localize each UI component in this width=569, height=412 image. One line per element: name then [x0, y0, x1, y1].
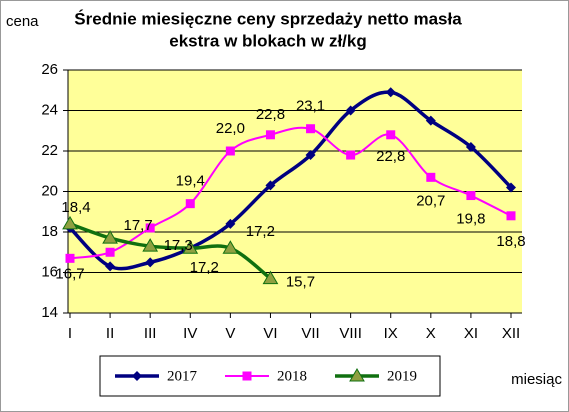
chart-title: ekstra w blokach w zł/kg [169, 31, 366, 50]
data-point [132, 371, 142, 381]
x-tick-label: IX [384, 325, 398, 342]
data-point [386, 130, 396, 140]
data-point [62, 215, 78, 230]
data-label: 18,8 [496, 233, 525, 250]
data-point [262, 270, 279, 285]
data-label: 15,7 [286, 274, 315, 291]
data-point [222, 240, 239, 254]
data-point [145, 223, 155, 233]
x-tick-label: IV [183, 325, 197, 342]
data-point [65, 253, 75, 263]
data-label: 22,8 [376, 148, 405, 165]
y-axis-label: cena [6, 13, 39, 30]
legend-label: 2017 [167, 368, 198, 384]
data-label: 16,7 [55, 265, 84, 282]
data-point [105, 261, 116, 272]
data-label: 22,8 [256, 106, 285, 123]
y-tick-label: 24 [41, 101, 58, 118]
x-axis-label: miesiąc [511, 371, 562, 388]
data-point [145, 257, 156, 268]
data-point [102, 230, 118, 244]
data-point [265, 180, 276, 191]
x-tick-label: II [106, 325, 114, 342]
data-point [426, 172, 436, 182]
data-label: 23,1 [296, 98, 325, 115]
data-point [105, 247, 115, 257]
data-label: 19,8 [456, 211, 485, 228]
data-label: 17,2 [190, 259, 219, 276]
data-point [182, 240, 199, 254]
y-tick-label: 18 [41, 223, 58, 240]
data-point [465, 141, 476, 152]
data-point [506, 211, 516, 221]
y-tick-label: 16 [41, 263, 58, 280]
data-label: 17,2 [246, 223, 275, 240]
x-tick-label: III [144, 325, 157, 342]
data-point [305, 150, 316, 161]
data-label: 18,4 [61, 199, 90, 216]
x-tick-label: X [426, 325, 436, 342]
x-tick-label: I [68, 325, 72, 342]
data-point [349, 368, 365, 382]
y-tick-label: 20 [41, 182, 58, 199]
data-label: 17,3 [164, 237, 193, 254]
x-tick-label: V [225, 325, 235, 342]
data-point [306, 124, 316, 134]
x-tick-label: XII [502, 325, 520, 342]
data-point [345, 105, 356, 116]
data-point [385, 87, 396, 98]
legend-label: 2019 [387, 368, 417, 384]
data-label: 19,4 [176, 173, 205, 190]
data-point [265, 130, 275, 140]
x-tick-label: XI [464, 325, 478, 342]
data-label: 22,0 [216, 120, 245, 137]
y-tick-label: 26 [41, 61, 58, 78]
legend-label: 2018 [277, 368, 307, 384]
data-point [225, 218, 236, 229]
data-point [185, 199, 195, 209]
x-tick-label: VII [301, 325, 319, 342]
data-point [425, 115, 436, 126]
data-label: 20,7 [416, 192, 445, 209]
x-tick-label: VIII [339, 325, 362, 342]
data-point [346, 150, 356, 160]
data-point [142, 238, 159, 252]
x-tick-label: VI [263, 325, 277, 342]
data-point [225, 146, 235, 156]
data-point [466, 191, 476, 201]
data-point [506, 182, 516, 193]
chart-title: Średnie miesięczne ceny sprzedaży netto … [74, 9, 462, 28]
y-tick-label: 14 [41, 304, 58, 321]
y-tick-label: 22 [41, 142, 58, 159]
data-label: 17,7 [123, 217, 152, 234]
data-point [242, 371, 252, 381]
